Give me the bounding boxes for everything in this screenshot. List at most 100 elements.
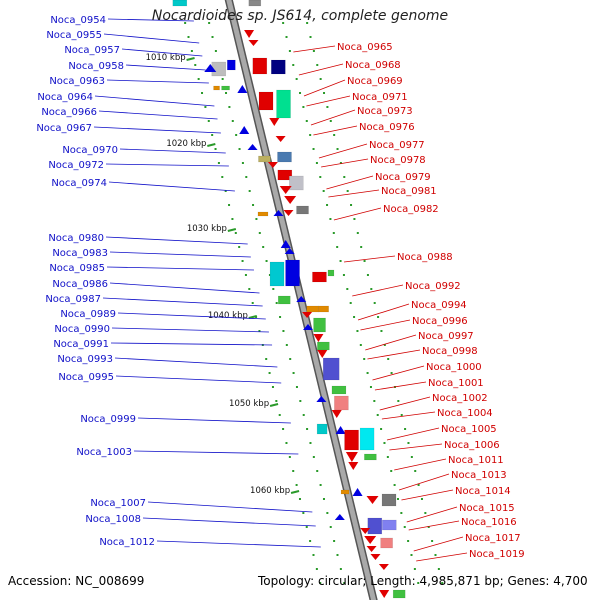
track-guide-dot	[420, 498, 423, 500]
gene-label-right[interactable]: Noca_1005	[441, 424, 497, 435]
gene-label-right[interactable]: Noca_1017	[465, 533, 521, 544]
gene-label-right[interactable]: Noca_0969	[347, 76, 403, 87]
track-guide-dot	[197, 78, 200, 80]
gene-label-left[interactable]: Noca_0993	[57, 354, 113, 365]
gene-feature	[267, 162, 278, 168]
track-guide-dot	[309, 540, 312, 542]
gene-label-left[interactable]: Noca_0970	[62, 145, 118, 156]
gene-label-left[interactable]: Noca_0989	[60, 309, 116, 320]
track-guide-dot	[346, 288, 349, 290]
gene-leader-line	[142, 517, 316, 527]
gene-feature	[316, 423, 328, 435]
gene-label-right[interactable]: Noca_1000	[426, 362, 482, 373]
gene-label-right[interactable]: Noca_0976	[359, 122, 415, 133]
track-guide-dot	[373, 302, 376, 304]
gene-label-right[interactable]: Noca_1013	[451, 470, 507, 481]
gene-label-right[interactable]: Noca_0977	[369, 140, 425, 151]
gene-label-right[interactable]: Noca_1016	[461, 517, 517, 528]
gene-leader-line	[119, 148, 226, 154]
gene-label-left[interactable]: Noca_0972	[48, 160, 104, 171]
gene-label-right[interactable]: Noca_0988	[397, 252, 453, 263]
gene-label-right[interactable]: Noca_1011	[448, 455, 504, 466]
gene-feature	[213, 85, 220, 91]
gene-label-right[interactable]: Noca_1006	[444, 440, 500, 451]
track-guide-dot	[427, 526, 430, 528]
track-guide-dot	[312, 456, 315, 458]
gene-label-left[interactable]: Noca_1003	[76, 447, 132, 458]
track-guide-dot	[366, 274, 369, 276]
gene-label-left[interactable]: Noca_0957	[64, 45, 120, 56]
track-guide-dot	[217, 162, 220, 164]
gene-label-right[interactable]: Noca_0982	[383, 204, 439, 215]
gene-label-left[interactable]: Noca_1008	[85, 514, 141, 525]
gene-feature	[379, 590, 390, 598]
gene-feature	[392, 589, 406, 599]
gene-label-left[interactable]: Noca_0995	[58, 372, 114, 383]
gene-label-left[interactable]: Noca_0980	[48, 233, 104, 244]
gene-label-left[interactable]: Noca_0991	[53, 339, 109, 350]
gene-label-left[interactable]: Noca_0966	[41, 107, 97, 118]
gene-label-right[interactable]: Noca_0981	[381, 186, 437, 197]
gene-label-left[interactable]: Noca_1012	[99, 537, 155, 548]
gene-leader-line	[115, 375, 282, 384]
track-guide-dot	[285, 344, 288, 346]
track-guide-dot	[322, 498, 325, 500]
track-guide-dot	[400, 512, 403, 514]
gene-label-left[interactable]: Noca_0986	[52, 279, 108, 290]
gene-label-left[interactable]: Noca_0954	[50, 15, 106, 26]
gene-label-right[interactable]: Noca_0978	[370, 155, 426, 166]
track-guide-dot	[407, 540, 410, 542]
track-guide-dot	[319, 176, 322, 178]
gene-label-right[interactable]: Noca_0996	[412, 316, 468, 327]
track-guide-dot	[214, 148, 217, 150]
gene-feature	[344, 429, 359, 451]
track-guide-dot	[268, 372, 271, 374]
gene-label-left[interactable]: Noca_0990	[54, 324, 110, 335]
gene-label-right[interactable]: Noca_0994	[411, 300, 467, 311]
gene-label-left[interactable]: Noca_0985	[49, 263, 105, 274]
track-guide-dot	[302, 414, 305, 416]
gene-label-right[interactable]: Noca_1015	[459, 503, 515, 514]
gene-label-right[interactable]: Noca_0971	[352, 92, 408, 103]
track-guide-dot	[245, 176, 248, 178]
gene-label-right[interactable]: Noca_0979	[375, 172, 431, 183]
gene-label-right[interactable]: Noca_1014	[455, 486, 511, 497]
gene-leader-line	[98, 110, 218, 120]
track-guide-dot	[323, 92, 326, 94]
gene-label-left[interactable]: Noca_0987	[45, 294, 101, 305]
track-guide-dot	[350, 204, 353, 206]
gene-leader-line	[106, 79, 209, 84]
track-guide-dot	[370, 288, 373, 290]
gene-label-right[interactable]: Noca_0998	[422, 346, 478, 357]
gene-leader-line	[313, 125, 358, 136]
gene-label-right[interactable]: Noca_0973	[357, 106, 413, 117]
gene-label-left[interactable]: Noca_0963	[49, 76, 105, 87]
track-guide-dot	[241, 162, 244, 164]
gene-label-left[interactable]: Noca_0955	[46, 30, 102, 41]
gene-feature	[302, 324, 313, 330]
gene-label-left[interactable]: Noca_0958	[68, 61, 124, 72]
gene-label-left[interactable]: Noca_1007	[90, 498, 146, 509]
gene-label-right[interactable]: Noca_0997	[418, 331, 474, 342]
gene-label-right[interactable]: Noca_0965	[337, 42, 393, 53]
track-guide-dot	[383, 442, 386, 444]
gene-feature	[364, 536, 377, 544]
gene-label-left[interactable]: Noca_0983	[52, 248, 108, 259]
gene-feature	[322, 357, 340, 381]
track-guide-dot	[268, 274, 271, 276]
gene-label-right[interactable]: Noca_1019	[469, 549, 525, 560]
gene-label-right[interactable]: Noca_1002	[432, 393, 488, 404]
gene-leader-line	[343, 255, 396, 263]
gene-label-right[interactable]: Noca_1004	[437, 408, 493, 419]
gene-label-left[interactable]: Noca_0999	[80, 414, 136, 425]
gene-label-right[interactable]: Noca_1001	[428, 378, 484, 389]
gene-label-right[interactable]: Noca_0992	[405, 281, 461, 292]
gene-label-right[interactable]: Noca_0968	[345, 60, 401, 71]
track-guide-dot	[413, 568, 416, 570]
gene-leader-line	[360, 319, 411, 331]
gene-label-left[interactable]: Noca_0967	[36, 123, 92, 134]
track-guide-dot	[285, 36, 288, 38]
gene-label-left[interactable]: Noca_0964	[37, 92, 93, 103]
gene-label-left[interactable]: Noca_0974	[51, 178, 107, 189]
gene-feature	[360, 528, 371, 534]
